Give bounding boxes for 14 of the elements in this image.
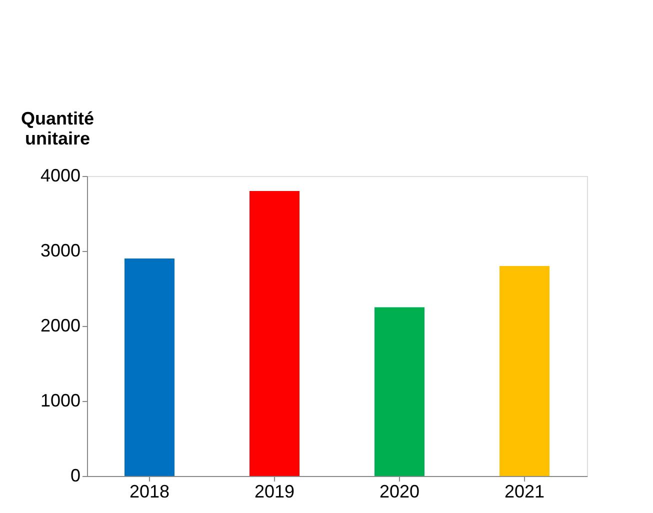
y-axis-title: Quantité unitaire — [20, 108, 94, 148]
bar — [250, 191, 300, 476]
y-tick-label: 0 — [70, 466, 80, 486]
bar — [124, 258, 174, 476]
y-tick-label: 3000 — [40, 240, 80, 260]
y-tick-label: 4000 — [40, 166, 80, 186]
bar — [374, 307, 424, 476]
x-tick-label: 2021 — [504, 482, 545, 502]
bar — [500, 266, 550, 476]
x-tick-label: 2018 — [129, 482, 170, 502]
y-tick-label: 1000 — [40, 390, 80, 410]
x-tick-label: 2019 — [254, 482, 295, 502]
x-tick-label: 2020 — [379, 482, 420, 502]
y-tick-label: 2000 — [40, 316, 80, 336]
